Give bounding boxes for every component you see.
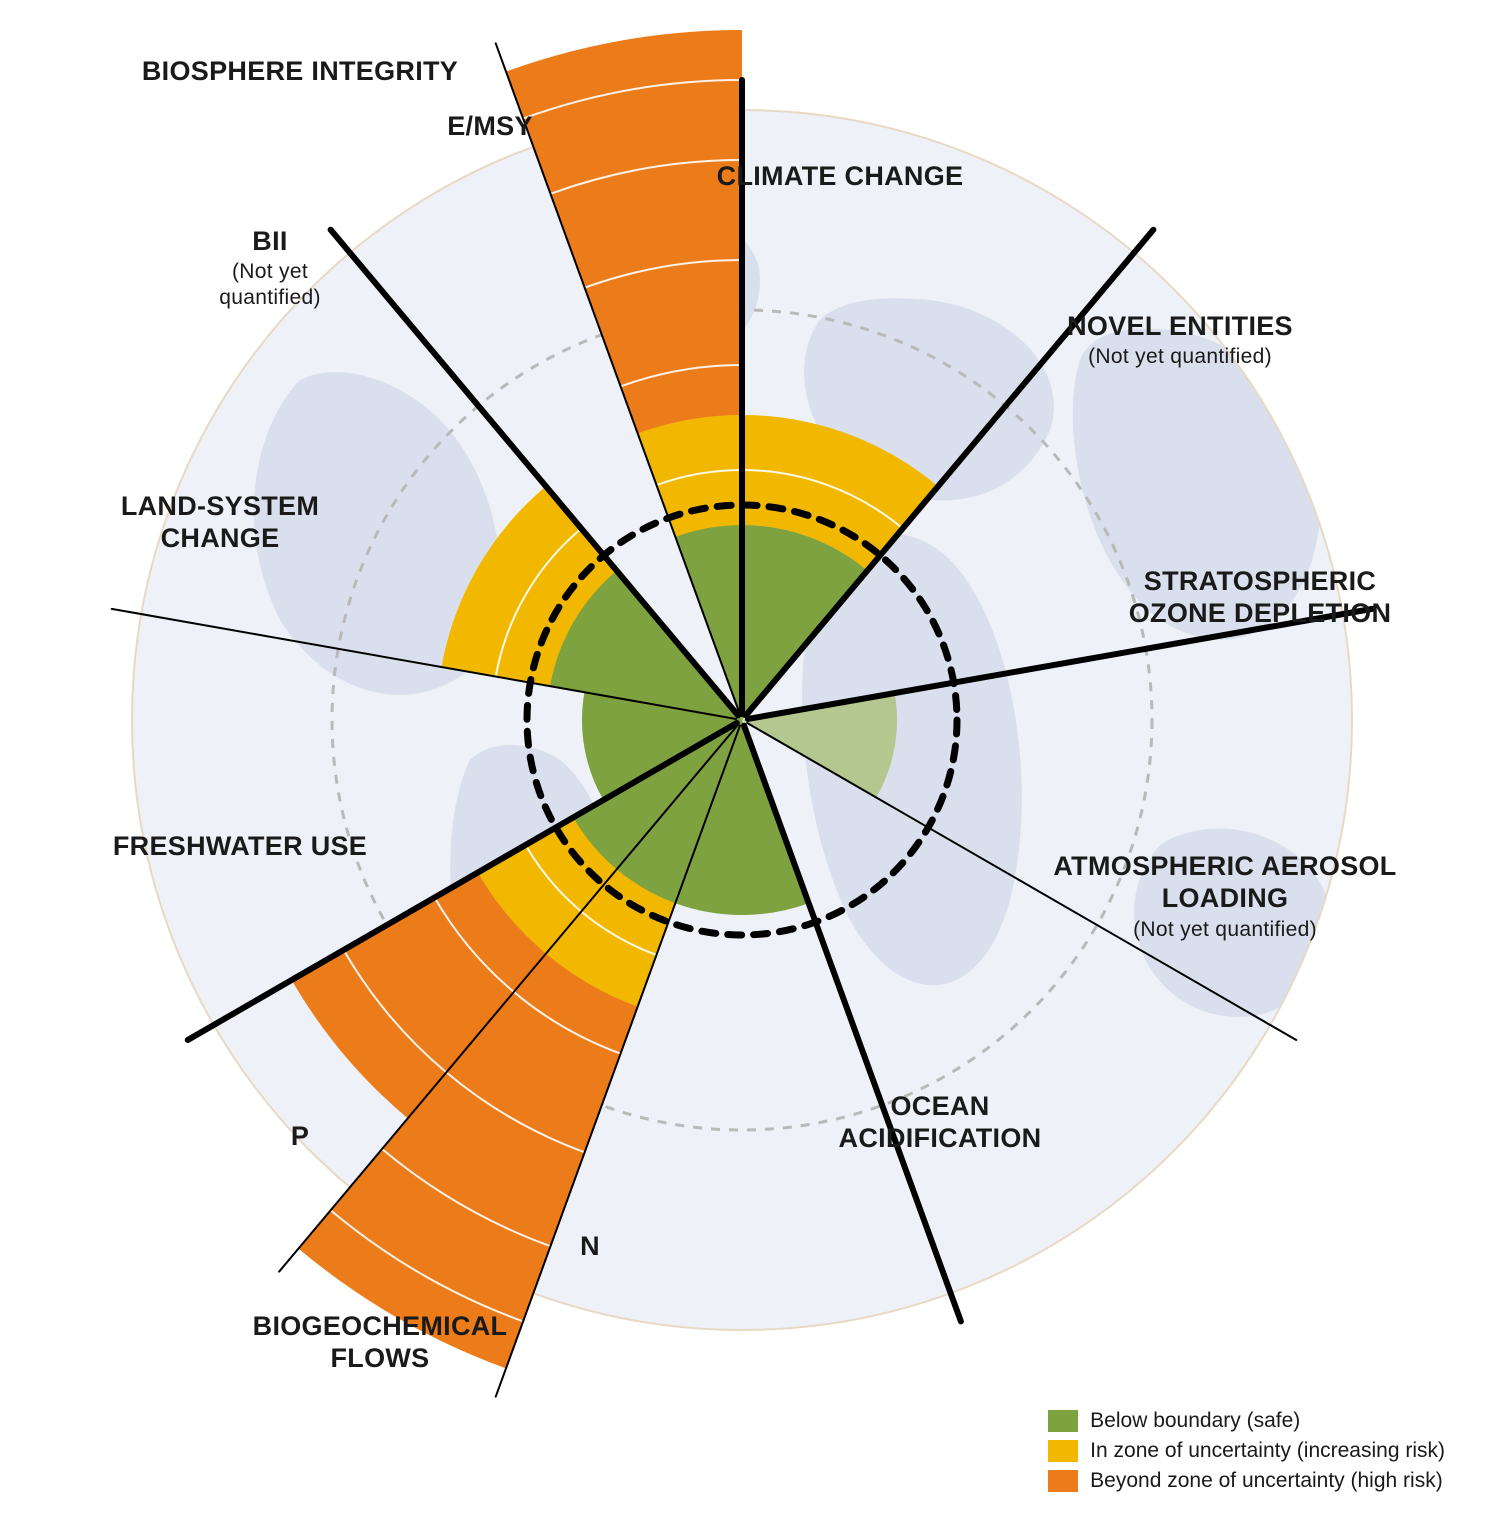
planetary-boundaries-diagram: CLIMATE CHANGE NOVEL ENTITIES (Not yet qua… [0, 0, 1485, 1521]
label-biogeo_n: N [410, 1230, 770, 1262]
legend-label-0: Below boundary (safe) [1090, 1409, 1300, 1433]
label-novel: NOVEL ENTITIES (Not yet quantified) [1000, 310, 1360, 370]
label-climate: CLIMATE CHANGE [660, 160, 1020, 192]
legend-swatch-1 [1048, 1440, 1078, 1462]
legend-label-1: In zone of uncertainty (increasing risk) [1090, 1439, 1445, 1463]
label-aerosol: ATMOSPHERIC AEROSOL LOADING (Not yet quan… [1045, 850, 1405, 942]
label-climate-text: CLIMATE CHANGE [717, 161, 964, 191]
label-bii-sub: (Not yet quantified) [90, 259, 450, 310]
label-emsy: E/MSY [310, 110, 670, 142]
label-aerosol-text: ATMOSPHERIC AEROSOL LOADING [1053, 851, 1396, 913]
label-novel-text: NOVEL ENTITIES [1067, 311, 1293, 341]
label-land: LAND-SYSTEM CHANGE [40, 490, 400, 555]
label-bii-text: BII [252, 226, 287, 256]
label-ozone: STRATOSPHERIC OZONE DEPLETION [1080, 565, 1440, 630]
label-biosphere-text: BIOSPHERE INTEGRITY [142, 56, 458, 86]
label-biogeo: BIOGEOCHEMICAL FLOWS [200, 1310, 560, 1375]
label-land-text: LAND-SYSTEM CHANGE [121, 491, 319, 553]
label-biogeo_n-text: N [580, 1231, 600, 1261]
label-bii: BII(Not yet quantified) [90, 225, 450, 310]
label-freshwater-text: FRESHWATER USE [113, 831, 367, 861]
label-ocean-text: OCEAN ACIDIFICATION [839, 1091, 1042, 1153]
legend-row-1: In zone of uncertainty (increasing risk) [1048, 1439, 1445, 1463]
label-aerosol-sub: (Not yet quantified) [1045, 917, 1405, 942]
label-biogeo_p-text: P [291, 1121, 309, 1151]
legend-row-0: Below boundary (safe) [1048, 1409, 1445, 1433]
label-biosphere: BIOSPHERE INTEGRITY [120, 55, 480, 87]
legend-swatch-2 [1048, 1470, 1078, 1492]
legend-swatch-0 [1048, 1410, 1078, 1432]
label-biogeo_p: P [120, 1120, 480, 1152]
legend: Below boundary (safe) In zone of uncertai… [1048, 1403, 1445, 1493]
legend-label-2: Beyond zone of uncertainty (high risk) [1090, 1469, 1443, 1493]
label-freshwater: FRESHWATER USE [60, 830, 420, 862]
label-emsy-text: E/MSY [447, 111, 533, 141]
label-ocean: OCEAN ACIDIFICATION [760, 1090, 1120, 1155]
label-biogeo-text: BIOGEOCHEMICAL FLOWS [253, 1311, 508, 1373]
legend-row-2: Beyond zone of uncertainty (high risk) [1048, 1469, 1445, 1493]
label-ozone-text: STRATOSPHERIC OZONE DEPLETION [1129, 566, 1392, 628]
label-novel-sub: (Not yet quantified) [1000, 344, 1360, 369]
